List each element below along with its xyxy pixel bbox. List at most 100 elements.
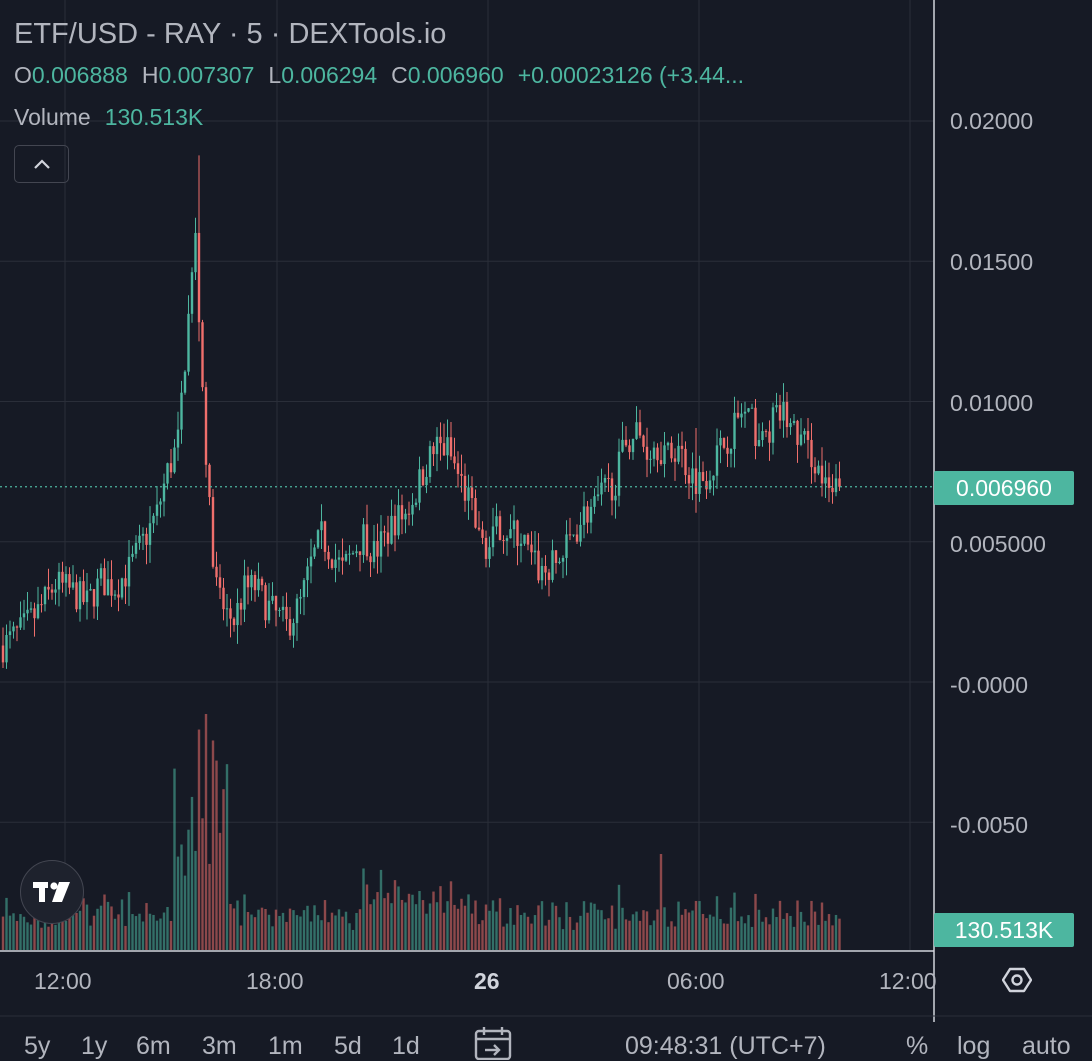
range-1m-button[interactable]: 1m — [268, 1032, 303, 1060]
volume-bar — [362, 868, 365, 950]
candle-body — [537, 550, 540, 581]
candle-body — [614, 495, 617, 501]
candle-body — [40, 604, 43, 606]
volume-bar — [124, 925, 127, 950]
candle-body — [670, 442, 673, 459]
price-axis-label: 0.01500 — [950, 249, 1034, 275]
candle-body — [337, 557, 341, 560]
candle-body — [789, 423, 792, 428]
candle-body — [617, 451, 621, 496]
volume-bar — [603, 919, 607, 950]
volume-bar — [635, 911, 638, 950]
candle-body — [593, 496, 596, 507]
candle-body — [194, 232, 197, 273]
auto-toggle[interactable]: auto — [1022, 1032, 1071, 1060]
volume-bar — [484, 904, 488, 950]
volume-bar — [365, 884, 369, 950]
volume-bar — [698, 901, 701, 950]
time-axis-label: 12:00 — [34, 968, 92, 994]
range-3m-button[interactable]: 3m — [202, 1032, 237, 1060]
calendar-arrow-icon[interactable] — [473, 1026, 513, 1060]
candle-body — [166, 463, 169, 484]
candle-body — [750, 407, 754, 409]
candle-body — [659, 460, 663, 465]
volume-bar — [652, 920, 656, 950]
volume-bar — [386, 892, 390, 950]
candle-body — [645, 446, 649, 460]
volume-bar — [589, 902, 593, 950]
volume-bar — [29, 924, 33, 950]
volume-bar — [404, 902, 407, 950]
candle-body — [54, 589, 57, 593]
volume-bar — [78, 910, 82, 950]
candle-body — [208, 464, 211, 498]
volume-bar — [393, 880, 397, 950]
volume-bar — [1, 916, 5, 950]
volume-bar — [176, 856, 180, 950]
candle-body — [372, 540, 376, 563]
volume-bar — [414, 904, 418, 950]
timezone-clock[interactable]: 09:48:31 (UTC+7) — [625, 1032, 826, 1060]
candle-body — [362, 524, 365, 555]
candle-body — [747, 408, 750, 412]
range-1y-button[interactable]: 1y — [81, 1032, 108, 1060]
volume-bar — [92, 915, 96, 950]
volume-value: 130.513K — [104, 104, 204, 130]
open-value: 0.006888 — [31, 62, 128, 88]
range-6m-button[interactable]: 6m — [136, 1032, 171, 1060]
candle-body — [757, 440, 761, 446]
volume-bar — [659, 854, 663, 950]
tradingview-logo[interactable] — [20, 860, 84, 924]
candle-body — [628, 445, 631, 453]
candle-body — [691, 468, 694, 484]
log-toggle[interactable]: log — [957, 1032, 991, 1060]
candle-body — [470, 487, 474, 499]
volume-bar — [519, 914, 523, 950]
candle-body — [33, 608, 36, 619]
volume-bar — [8, 915, 12, 950]
volume-bar — [204, 714, 208, 950]
candle-body — [684, 448, 687, 476]
volume-bar — [733, 892, 736, 950]
volume-bar — [302, 910, 306, 950]
candle-body — [173, 447, 176, 473]
candle-body — [761, 431, 764, 441]
volume-bar — [47, 926, 50, 950]
candle-body — [96, 578, 99, 607]
collapse-legend-button[interactable] — [14, 145, 69, 183]
candle-body — [705, 480, 708, 490]
volume-bar — [670, 921, 673, 950]
volume-bar — [89, 925, 92, 950]
volume-bar — [96, 908, 99, 950]
change-value: +0.00023126 (+3.44... — [517, 62, 745, 88]
volume-bar — [316, 915, 320, 950]
volume-bar — [418, 891, 421, 950]
volume-bar — [306, 905, 309, 950]
volume-bar — [796, 900, 799, 950]
range-1d-button[interactable]: 1d — [392, 1032, 420, 1060]
volume-bar — [61, 909, 64, 950]
range-5y-button[interactable]: 5y — [24, 1032, 51, 1060]
candle-body — [596, 494, 600, 497]
candle-body — [169, 463, 173, 473]
volume-bar — [512, 924, 516, 950]
volume-bar — [257, 909, 260, 950]
volume-bar — [649, 925, 652, 950]
range-5d-button[interactable]: 5d — [334, 1032, 362, 1060]
percent-toggle[interactable]: % — [906, 1032, 929, 1060]
volume-bar — [621, 907, 624, 950]
candle-body — [253, 574, 257, 591]
candle-body — [29, 608, 33, 610]
candle-body — [726, 447, 729, 454]
candle-body — [117, 594, 120, 598]
candle-body — [680, 445, 684, 449]
volume-bar — [470, 913, 474, 950]
volume-bar — [568, 916, 572, 950]
candle-body — [47, 586, 50, 590]
candle-body — [348, 553, 351, 555]
candle-body — [495, 516, 498, 527]
chart-settings-button[interactable] — [997, 960, 1037, 1000]
volume-bar — [106, 901, 110, 950]
candle-body — [418, 469, 421, 503]
